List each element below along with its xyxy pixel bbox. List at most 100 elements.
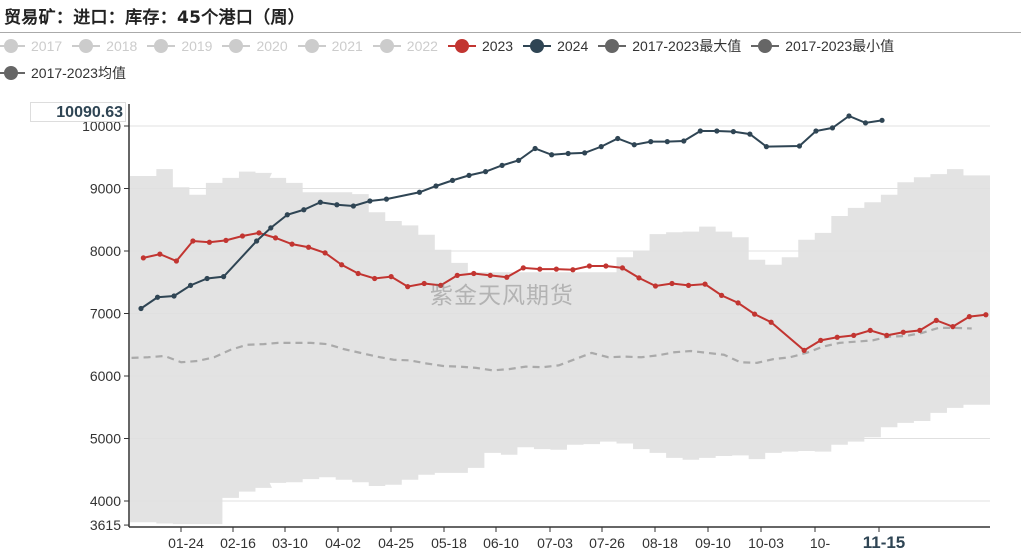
series-2023-point <box>884 332 890 338</box>
legend-item-2021[interactable]: 2021 <box>297 37 363 55</box>
series-2024-point <box>829 125 836 131</box>
series-2024-point <box>532 145 538 152</box>
average-line <box>131 326 972 372</box>
series-2023-point <box>768 319 774 325</box>
series-2023-point <box>685 282 692 288</box>
x-axis-pointer-label: 11-15 <box>863 533 906 552</box>
legend-label: 2023 <box>481 38 514 54</box>
legend-marker-icon <box>222 39 251 53</box>
series-2024-point <box>268 225 274 231</box>
series-2024-point <box>549 152 555 158</box>
series-2024-point <box>350 203 356 209</box>
series-2023-point <box>256 230 262 236</box>
x-tick-label: 03-10 <box>272 535 308 551</box>
series-2023-point <box>867 327 873 333</box>
series-2024-point <box>516 157 522 163</box>
series-2024-point <box>648 139 654 145</box>
legend-item-2017-2023均值[interactable]: 2017-2023均值 <box>0 64 126 82</box>
legend-item-2024[interactable]: 2024 <box>523 37 588 55</box>
series-2024-point <box>317 199 323 205</box>
legend-label: 2021 <box>331 38 363 54</box>
x-tick-label: 09-10 <box>695 535 731 551</box>
series-2023-point <box>652 283 659 289</box>
max-min-range-band <box>130 169 990 525</box>
legend-item-2017-2023最大值[interactable]: 2017-2023最大值 <box>598 37 741 55</box>
series-2023-point <box>619 265 626 271</box>
series-2023-point <box>570 267 576 273</box>
legend-marker-icon <box>0 39 25 53</box>
series-2024-point <box>796 143 803 149</box>
legend-marker-icon <box>751 39 780 53</box>
series-2023-point <box>718 292 725 298</box>
legend-label: 2017 <box>31 38 63 54</box>
series-2024-point <box>416 189 423 195</box>
x-tick-label: 08-18 <box>642 535 678 551</box>
legend-item-2017[interactable]: 2017 <box>0 37 62 55</box>
legend-item-2019[interactable]: 2019 <box>147 37 212 55</box>
legend: 2017 2018 2019 2020 2021 2022 2023 2024 2017-202… <box>0 37 1021 55</box>
series-2024-point <box>138 305 144 312</box>
series-2023-point <box>471 270 477 277</box>
x-tick-label: 07-03 <box>537 535 573 551</box>
series-2023-point <box>140 255 146 261</box>
legend-item-2020[interactable]: 2020 <box>222 37 288 55</box>
legend-item-2022[interactable]: 2022 <box>372 37 438 55</box>
series-2024-point <box>813 128 819 134</box>
series-2024-point <box>433 183 439 189</box>
series-2023-point <box>339 262 345 268</box>
series-2023-point <box>272 235 279 241</box>
series-2024-point <box>482 169 489 175</box>
series-2024-point <box>154 294 161 300</box>
series-2024-point <box>334 202 340 208</box>
series-2024-point <box>254 238 260 244</box>
x-tick-label: 02-16 <box>220 535 256 551</box>
series-2024-point <box>598 144 604 150</box>
legend-label: 2017-2023最小值 <box>785 38 895 54</box>
series-2023-point <box>983 312 989 318</box>
series-2024-point <box>714 128 720 134</box>
series-2024-point <box>284 212 290 218</box>
title-divider <box>0 32 1021 33</box>
y-tick-label: 7000 <box>90 306 121 322</box>
y-tick-label: 4000 <box>90 493 121 509</box>
series-2024-point <box>631 142 637 148</box>
series-2023-point <box>223 237 229 243</box>
x-tick-label: 10-03 <box>748 535 784 551</box>
series-2024-point <box>301 207 307 213</box>
series-2023-point <box>933 317 939 323</box>
series-2023-point <box>520 265 526 271</box>
legend-marker-icon <box>523 39 552 53</box>
legend-item-2017-2023最小值[interactable]: 2017-2023最小值 <box>751 37 894 55</box>
chart-title: 贸易矿：进口：库存：45个港口（周） <box>4 8 306 28</box>
y-tick-label: 3615 <box>90 517 121 533</box>
legend-marker-icon <box>372 39 401 53</box>
series-2023-point <box>553 266 559 272</box>
series-2024-point <box>664 139 670 145</box>
series-2023-point <box>818 337 824 343</box>
legend-item-2018[interactable]: 2018 <box>72 37 137 55</box>
series-2023-point <box>173 258 179 264</box>
series-2024-point <box>862 120 869 126</box>
series-2024-point <box>681 138 687 144</box>
series-2023-point <box>239 233 246 239</box>
series-2023-point <box>372 275 378 282</box>
series-2023-point <box>438 282 444 288</box>
series-2023-point <box>504 274 510 280</box>
series-2024-point <box>763 144 770 150</box>
series-2023-point <box>405 284 411 290</box>
series-2024-point <box>204 275 210 282</box>
series-2024-point <box>879 117 885 123</box>
series-2023-point <box>487 272 493 278</box>
series-2024-point <box>499 162 505 168</box>
x-tick-label: 04-25 <box>378 535 414 551</box>
series-2023-point <box>603 263 609 269</box>
legend-marker-icon <box>447 39 476 53</box>
series-2024-point <box>171 293 177 299</box>
y-tick-label: 10000 <box>82 118 121 134</box>
series-2024-point <box>449 177 456 183</box>
legend-marker-icon <box>147 39 176 53</box>
series-2024-point <box>383 196 390 202</box>
legend-marker-icon <box>598 39 627 53</box>
legend-item-2023[interactable]: 2023 <box>447 37 514 55</box>
